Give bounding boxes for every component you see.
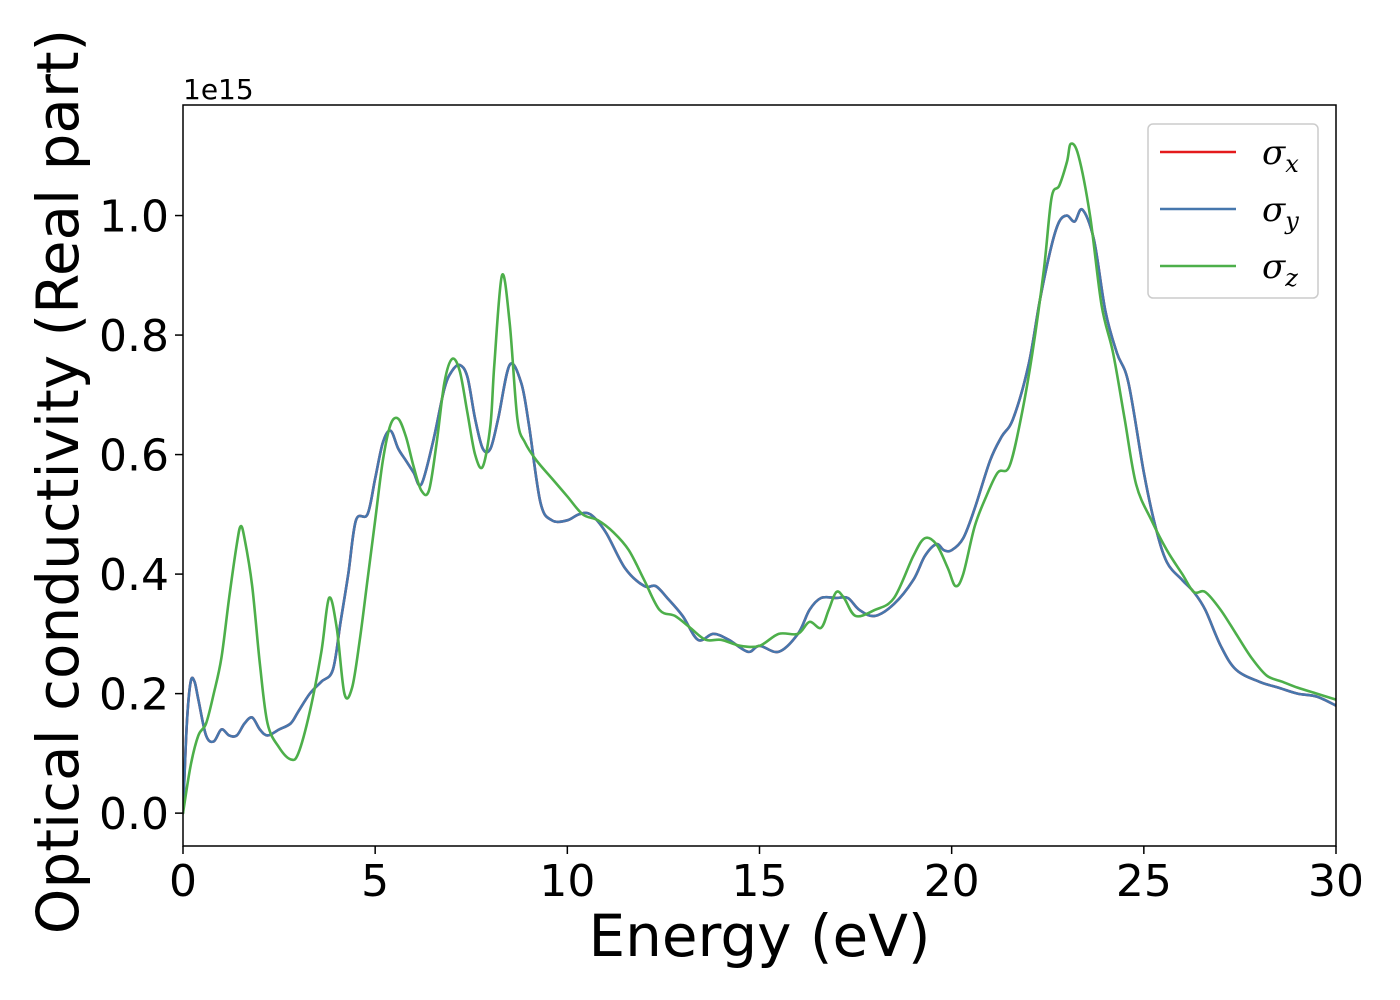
series-line-x — [183, 207, 1336, 815]
x-tick-label: 25 — [1116, 856, 1172, 907]
series-line-z — [183, 142, 1336, 815]
y-tick-label: 0.4 — [99, 550, 169, 601]
y-axis-label: Optical conductivity (Real part) — [24, 29, 92, 934]
x-tick-label: 20 — [924, 856, 980, 907]
legend-box — [1147, 123, 1319, 299]
legend-label-y: σy — [1262, 190, 1299, 235]
y-tick-label: 0.8 — [99, 311, 169, 362]
x-tick-label: 0 — [169, 856, 197, 907]
y-tick-label: 0.6 — [99, 431, 169, 482]
y-axis: 0.0 0.2 0.4 0.6 0.8 1.0 — [99, 192, 183, 840]
x-tick-label: 15 — [732, 856, 788, 907]
x-axis: 0 5 10 15 20 25 30 — [169, 846, 1364, 907]
x-tick-label: 30 — [1308, 856, 1364, 907]
series-line-y — [183, 207, 1336, 815]
x-tick-label: 10 — [539, 856, 595, 907]
legend: σx σy σz — [1147, 123, 1319, 299]
y-offset-text: 1e15 — [183, 73, 254, 106]
y-tick-label: 0.0 — [99, 789, 169, 840]
y-tick-label: 1.0 — [99, 192, 169, 243]
series-lines — [183, 142, 1336, 815]
legend-label-z: σz — [1262, 247, 1298, 292]
x-axis-label: Energy (eV) — [588, 902, 930, 970]
y-tick-label: 0.2 — [99, 670, 169, 721]
legend-label-x: σx — [1262, 133, 1299, 178]
x-tick-label: 5 — [361, 856, 389, 907]
